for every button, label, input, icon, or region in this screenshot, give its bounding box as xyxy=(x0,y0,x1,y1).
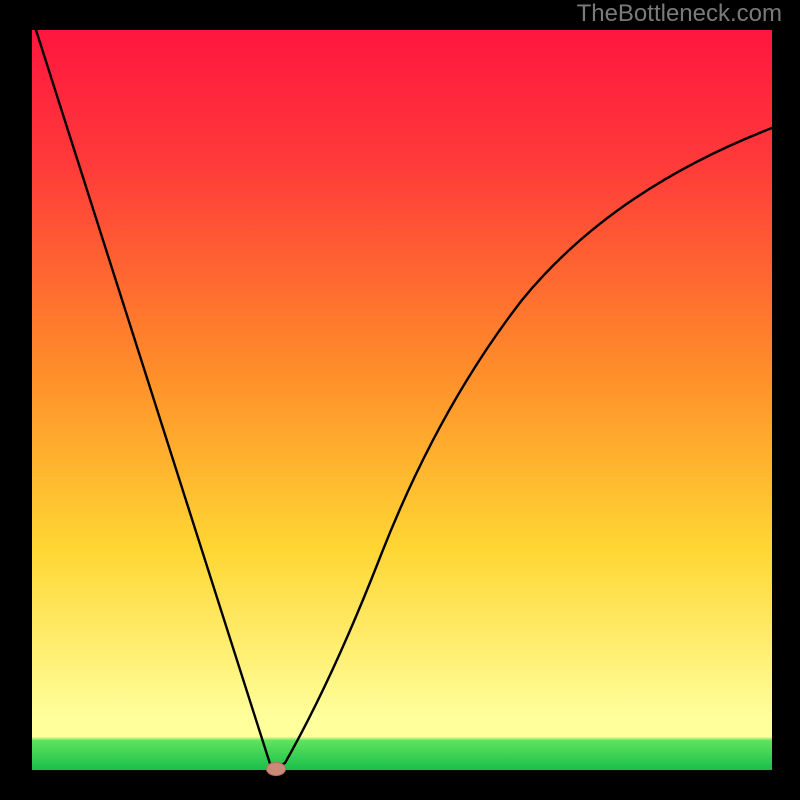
chart-stage: TheBottleneck.com xyxy=(0,0,800,800)
minimum-marker xyxy=(266,762,286,776)
bottleneck-curve xyxy=(36,30,772,770)
plot-area xyxy=(32,30,772,770)
watermark-text: TheBottleneck.com xyxy=(577,0,782,28)
curve-layer xyxy=(32,30,772,770)
